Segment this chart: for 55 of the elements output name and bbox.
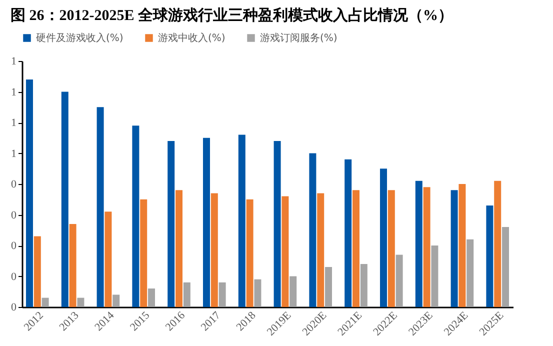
bar [246, 199, 254, 307]
y-tick-label: 1 [11, 56, 16, 68]
bar [254, 279, 262, 307]
bar [466, 239, 474, 307]
y-tick-label: 0 [11, 178, 17, 190]
bar [148, 288, 156, 307]
bar [132, 126, 140, 307]
y-tick-label: 1 [11, 148, 16, 160]
bar [282, 196, 289, 307]
bar [352, 190, 360, 307]
bar [317, 193, 324, 307]
bar [210, 193, 218, 307]
bar [140, 199, 148, 307]
bar [61, 92, 68, 307]
legend-label: 游戏订阅服务(%) [260, 32, 338, 44]
chart-title: 图 26：2012-2025E 全球游戏行业三种盈利模式收入占比情况（%） [10, 7, 453, 24]
bar [238, 134, 246, 307]
bar [388, 190, 395, 307]
bar [360, 264, 368, 307]
bar [96, 107, 104, 307]
bar [26, 79, 33, 307]
legend-label: 硬件及游戏收入(%) [36, 32, 124, 44]
bar [325, 267, 332, 307]
y-tick-label: 0 [11, 302, 17, 314]
bar [290, 276, 297, 307]
bar [380, 168, 387, 307]
bar [423, 187, 430, 307]
bar [458, 184, 466, 307]
bar [112, 294, 120, 307]
y-tick-label: 1 [11, 117, 16, 129]
bar [183, 282, 190, 307]
bar [42, 298, 49, 307]
bar [494, 180, 502, 307]
bar [450, 190, 458, 307]
y-tick-label: 0 [11, 209, 17, 222]
bar [218, 282, 226, 307]
bar [344, 159, 352, 307]
y-tick-label: 0 [11, 240, 17, 252]
bar [431, 246, 438, 307]
bar [202, 138, 210, 307]
bar [486, 206, 494, 307]
bar [176, 190, 182, 307]
legend-label: 游戏中收入(%) [158, 32, 226, 44]
bar [104, 212, 112, 307]
y-tick-label: 0 [11, 270, 17, 283]
bar [34, 236, 41, 307]
bar [274, 140, 281, 307]
bar [69, 224, 76, 307]
bar [502, 227, 510, 307]
bar [309, 153, 316, 307]
y-tick-label: 1 [11, 86, 16, 98]
bar [396, 254, 403, 307]
bar [415, 180, 422, 307]
bar [77, 298, 84, 307]
bar [168, 140, 175, 307]
